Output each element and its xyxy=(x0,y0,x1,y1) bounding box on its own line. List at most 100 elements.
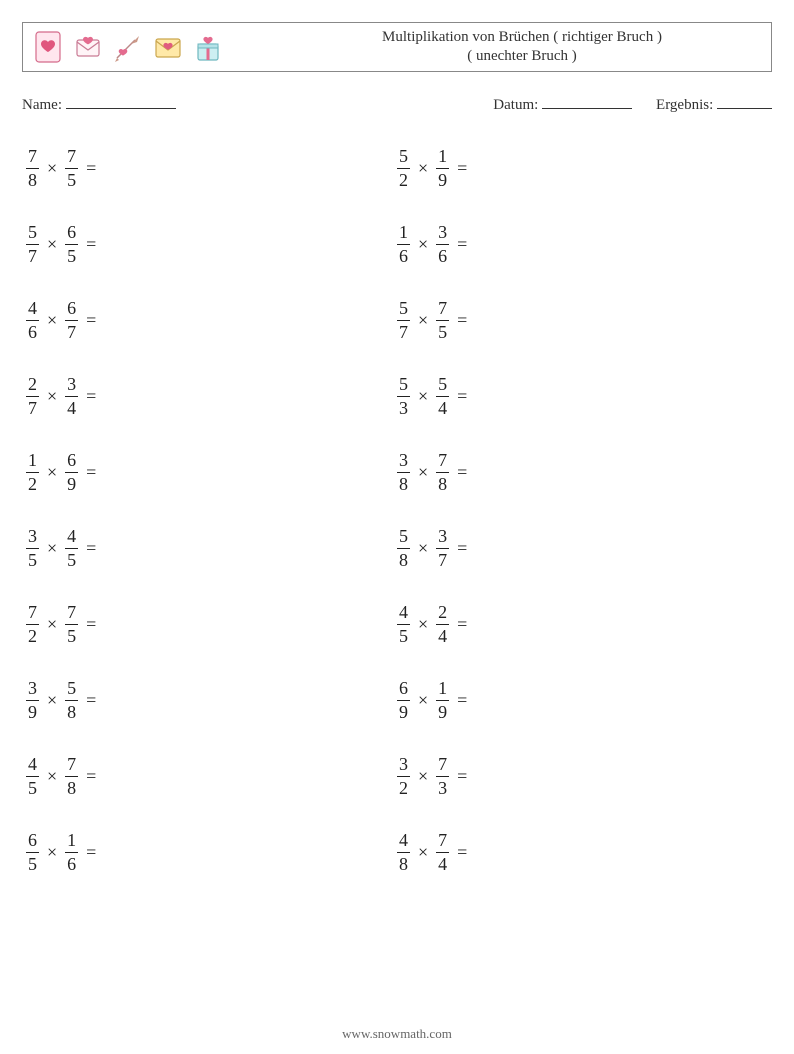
name-field: Name: xyxy=(22,94,493,114)
numerator: 2 xyxy=(436,603,449,622)
fraction: 16 xyxy=(65,831,78,874)
worksheet-title: Multiplikation von Brüchen ( richtiger B… xyxy=(223,28,761,67)
numerator: 7 xyxy=(65,755,78,774)
denominator: 5 xyxy=(26,779,39,798)
numerator: 3 xyxy=(436,223,449,242)
fraction-bar xyxy=(65,776,78,777)
denominator: 3 xyxy=(397,399,410,418)
fraction-bar xyxy=(397,320,410,321)
multiply-operator: × xyxy=(47,614,57,635)
fraction-bar xyxy=(397,168,410,169)
problem: 78×75= xyxy=(26,144,397,192)
multiply-operator: × xyxy=(418,766,428,787)
title-line-1: Multiplikation von Brüchen ( richtiger B… xyxy=(283,28,761,48)
multiply-operator: × xyxy=(47,538,57,559)
fraction: 58 xyxy=(65,679,78,722)
denominator: 8 xyxy=(26,171,39,190)
denominator: 7 xyxy=(26,247,39,266)
fraction-bar xyxy=(65,244,78,245)
result-field: Ergebnis: xyxy=(656,94,772,114)
result-blank[interactable] xyxy=(717,94,772,109)
numerator: 5 xyxy=(397,299,410,318)
multiply-operator: × xyxy=(47,766,57,787)
fraction: 27 xyxy=(26,375,39,418)
fraction-bar xyxy=(65,396,78,397)
heart-envelope-icon xyxy=(73,29,103,65)
fraction-bar xyxy=(397,244,410,245)
denominator: 5 xyxy=(65,551,78,570)
numerator: 6 xyxy=(65,451,78,470)
result-label: Ergebnis: xyxy=(656,97,713,113)
problem: 45×78= xyxy=(26,752,397,800)
denominator: 8 xyxy=(65,703,78,722)
equals-sign: = xyxy=(86,690,96,711)
love-letter-icon xyxy=(153,29,183,65)
equals-sign: = xyxy=(86,766,96,787)
fraction: 46 xyxy=(26,299,39,342)
fraction: 69 xyxy=(65,451,78,494)
equals-sign: = xyxy=(457,690,467,711)
fraction-bar xyxy=(26,244,39,245)
multiply-operator: × xyxy=(47,462,57,483)
multiply-operator: × xyxy=(47,386,57,407)
title-line-2: ( unechter Bruch ) xyxy=(283,47,761,67)
multiply-operator: × xyxy=(47,690,57,711)
fraction: 65 xyxy=(26,831,39,874)
fraction-bar xyxy=(65,472,78,473)
denominator: 5 xyxy=(65,247,78,266)
fraction: 34 xyxy=(65,375,78,418)
date-field: Datum: xyxy=(493,94,632,114)
equals-sign: = xyxy=(457,310,467,331)
denominator: 4 xyxy=(436,855,449,874)
problem: 45×24= xyxy=(397,600,768,648)
fraction: 37 xyxy=(436,527,449,570)
equals-sign: = xyxy=(86,158,96,179)
problem: 48×74= xyxy=(397,828,768,876)
fraction-bar xyxy=(26,168,39,169)
numerator: 1 xyxy=(436,679,449,698)
fraction-bar xyxy=(65,624,78,625)
denominator: 4 xyxy=(65,399,78,418)
fraction: 75 xyxy=(436,299,449,342)
fraction-bar xyxy=(436,776,449,777)
header-icons xyxy=(33,29,223,65)
problem: 57×65= xyxy=(26,220,397,268)
problem: 72×75= xyxy=(26,600,397,648)
fraction: 54 xyxy=(436,375,449,418)
numerator: 7 xyxy=(65,147,78,166)
denominator: 7 xyxy=(65,323,78,342)
problem: 38×78= xyxy=(397,448,768,496)
denominator: 9 xyxy=(397,703,410,722)
fraction: 72 xyxy=(26,603,39,646)
fraction: 67 xyxy=(65,299,78,342)
date-label: Datum: xyxy=(493,97,538,113)
problem: 27×34= xyxy=(26,372,397,420)
denominator: 2 xyxy=(26,627,39,646)
equals-sign: = xyxy=(86,310,96,331)
problem: 35×45= xyxy=(26,524,397,572)
numerator: 1 xyxy=(397,223,410,242)
denominator: 9 xyxy=(26,703,39,722)
fraction: 78 xyxy=(26,147,39,190)
date-blank[interactable] xyxy=(542,94,632,109)
numerator: 4 xyxy=(397,831,410,850)
fraction: 19 xyxy=(436,147,449,190)
equals-sign: = xyxy=(457,234,467,255)
equals-sign: = xyxy=(457,538,467,559)
numerator: 7 xyxy=(26,147,39,166)
denominator: 6 xyxy=(65,855,78,874)
equals-sign: = xyxy=(457,766,467,787)
fraction-bar xyxy=(397,852,410,853)
numerator: 6 xyxy=(397,679,410,698)
denominator: 7 xyxy=(26,399,39,418)
denominator: 7 xyxy=(397,323,410,342)
multiply-operator: × xyxy=(418,538,428,559)
multiply-operator: × xyxy=(418,842,428,863)
equals-sign: = xyxy=(457,842,467,863)
problem: 16×36= xyxy=(397,220,768,268)
gift-heart-icon xyxy=(193,29,223,65)
numerator: 7 xyxy=(436,299,449,318)
fraction: 12 xyxy=(26,451,39,494)
name-blank[interactable] xyxy=(66,94,176,109)
header-box: Multiplikation von Brüchen ( richtiger B… xyxy=(22,22,772,72)
